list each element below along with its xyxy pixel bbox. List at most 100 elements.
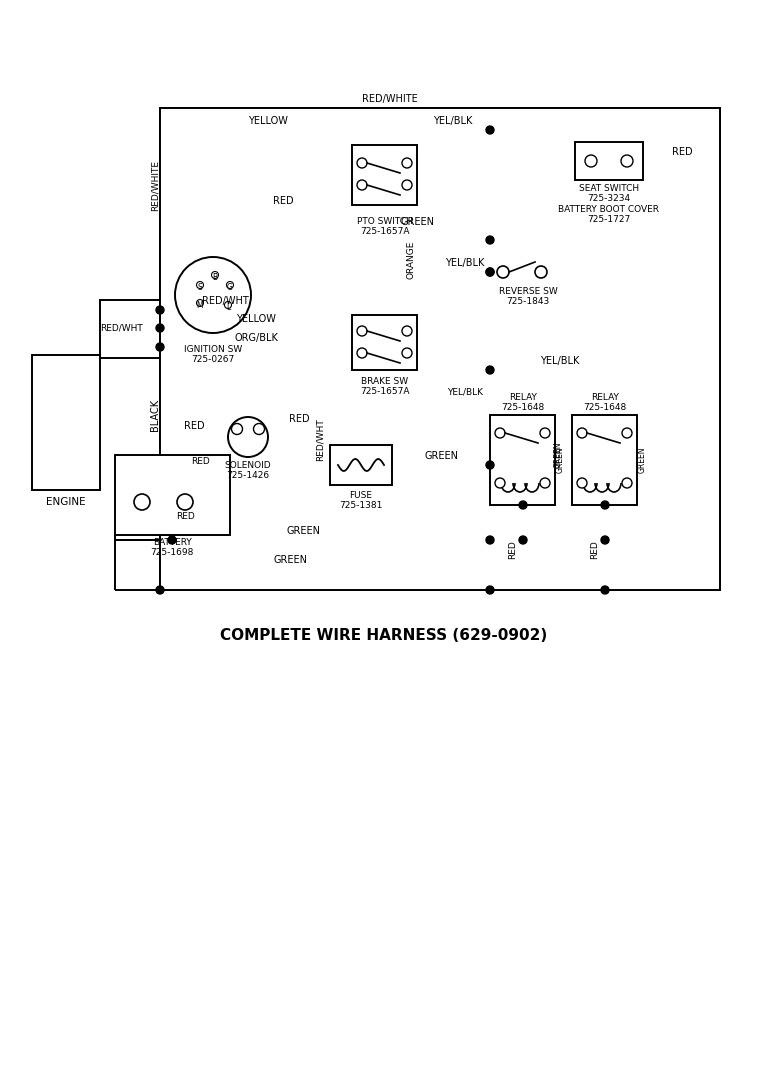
Circle shape	[357, 326, 367, 336]
Circle shape	[486, 586, 494, 594]
Circle shape	[519, 536, 527, 544]
Bar	[160, 108, 720, 590]
Bar	[352, 145, 417, 205]
Circle shape	[486, 461, 494, 469]
Circle shape	[535, 266, 547, 278]
Text: YEL/BLK: YEL/BLK	[541, 356, 580, 366]
Circle shape	[601, 536, 609, 544]
Circle shape	[402, 180, 412, 190]
Text: RELAY
725-1648: RELAY 725-1648	[502, 392, 545, 412]
Bar	[575, 142, 643, 180]
Text: RED/WHITE: RED/WHITE	[362, 94, 418, 104]
Text: IGNITION SW
725-0267: IGNITION SW 725-0267	[184, 346, 242, 364]
Text: PTO SWITCH
725-1657A: PTO SWITCH 725-1657A	[357, 217, 413, 237]
Text: RED: RED	[273, 196, 293, 206]
Bar	[352, 315, 417, 370]
Text: GREEN: GREEN	[424, 451, 458, 461]
Text: FUSE
725-1381: FUSE 725-1381	[339, 490, 382, 510]
Circle shape	[227, 281, 233, 289]
Text: YELLOW: YELLOW	[248, 116, 288, 126]
Text: RED: RED	[590, 541, 599, 559]
Text: RED/WHT: RED/WHT	[316, 419, 325, 461]
Bar	[165, 228, 290, 358]
Circle shape	[486, 237, 494, 244]
Text: GREEN: GREEN	[286, 526, 320, 536]
Circle shape	[497, 266, 509, 278]
Text: ORANGE: ORANGE	[406, 241, 415, 279]
Text: M: M	[197, 301, 204, 310]
Circle shape	[156, 586, 164, 594]
Text: REVERSE SW
725-1843: REVERSE SW 725-1843	[498, 287, 558, 306]
Circle shape	[577, 428, 587, 438]
Text: ORG/BLK: ORG/BLK	[234, 334, 278, 343]
Circle shape	[486, 536, 494, 544]
Circle shape	[622, 479, 632, 488]
Text: YEL/BLK: YEL/BLK	[433, 116, 472, 126]
Circle shape	[495, 428, 505, 438]
Circle shape	[402, 348, 412, 358]
Text: SOLENOID
725-1426: SOLENOID 725-1426	[225, 461, 271, 481]
Text: YEL/BLK: YEL/BLK	[447, 388, 483, 397]
Bar	[115, 455, 230, 535]
Circle shape	[601, 501, 609, 509]
Text: BRAKE SW
725-1657A: BRAKE SW 725-1657A	[360, 377, 410, 397]
Text: GREEN: GREEN	[637, 447, 647, 473]
Text: SEAT SWITCH
725-3234
BATTERY BOOT COVER
725-1727: SEAT SWITCH 725-3234 BATTERY BOOT COVER …	[558, 184, 660, 225]
Circle shape	[486, 268, 494, 276]
Circle shape	[622, 428, 632, 438]
Text: RED: RED	[508, 541, 517, 559]
Circle shape	[402, 158, 412, 168]
Bar	[572, 415, 637, 505]
Text: GREEN: GREEN	[400, 217, 434, 227]
Circle shape	[601, 586, 609, 594]
Bar	[330, 445, 392, 485]
Circle shape	[540, 428, 550, 438]
Text: RED: RED	[190, 457, 210, 467]
Text: GREEN: GREEN	[555, 447, 564, 473]
Circle shape	[156, 306, 164, 314]
Circle shape	[585, 155, 597, 167]
Circle shape	[228, 417, 268, 457]
Text: RED/WHT: RED/WHT	[100, 324, 143, 332]
Text: ENGINE: ENGINE	[46, 497, 86, 507]
Circle shape	[357, 158, 367, 168]
Circle shape	[540, 479, 550, 488]
Circle shape	[577, 479, 587, 488]
Text: BLACK: BLACK	[150, 399, 160, 431]
Circle shape	[197, 281, 204, 289]
Circle shape	[519, 501, 527, 509]
Text: RELAY
725-1648: RELAY 725-1648	[584, 392, 627, 412]
Circle shape	[357, 348, 367, 358]
Text: RED: RED	[184, 421, 204, 431]
Circle shape	[486, 366, 494, 374]
Circle shape	[402, 326, 412, 336]
Text: RED/WHITE: RED/WHITE	[151, 159, 160, 210]
Text: BATTERY
725-1698: BATTERY 725-1698	[151, 538, 194, 557]
Text: GREEN: GREEN	[273, 555, 307, 565]
Text: COMPLETE WIRE HARNESS (629-0902): COMPLETE WIRE HARNESS (629-0902)	[220, 628, 548, 642]
Circle shape	[621, 155, 633, 167]
Circle shape	[197, 300, 204, 306]
Text: GREEN: GREEN	[554, 441, 562, 469]
Circle shape	[156, 343, 164, 351]
Circle shape	[231, 424, 243, 435]
Text: RED/WHT: RED/WHT	[202, 296, 248, 306]
Circle shape	[486, 268, 494, 276]
Text: G: G	[227, 282, 233, 291]
Circle shape	[175, 257, 251, 334]
Text: B: B	[213, 272, 217, 281]
Text: S: S	[197, 282, 203, 291]
Bar	[490, 415, 555, 505]
Text: RED: RED	[176, 511, 195, 521]
Circle shape	[177, 494, 193, 510]
Circle shape	[168, 536, 176, 544]
Text: YELLOW: YELLOW	[236, 314, 276, 324]
Circle shape	[156, 324, 164, 332]
Bar	[32, 355, 100, 490]
Circle shape	[357, 180, 367, 190]
Circle shape	[211, 271, 219, 279]
Circle shape	[224, 302, 231, 308]
Text: L: L	[226, 303, 230, 312]
Bar	[100, 300, 160, 358]
Circle shape	[134, 494, 150, 510]
